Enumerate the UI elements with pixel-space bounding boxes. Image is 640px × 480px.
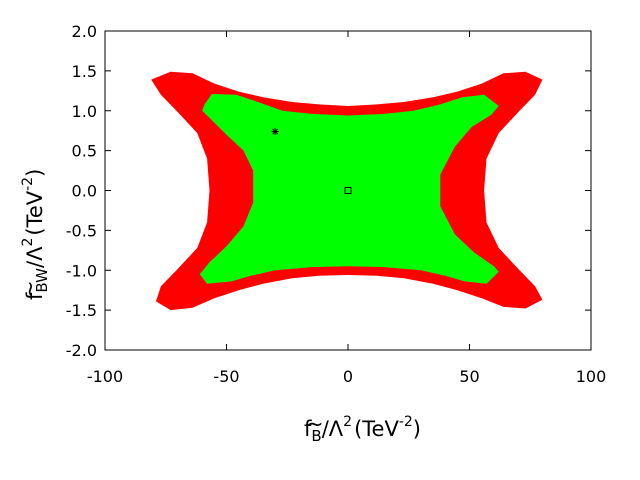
plot-frame: [104, 30, 592, 351]
svg-text:fB/Λ2(TeV-2): fB/Λ2(TeV-2): [304, 414, 421, 445]
y-tick-label: -0.5: [66, 221, 97, 240]
x-label-sub: B: [311, 427, 321, 445]
region-inner: [199, 94, 499, 284]
y-label-tilde: ~: [18, 280, 42, 298]
x-label-pow: 2: [343, 414, 352, 430]
y-tick-label: -1.0: [66, 261, 97, 280]
y-label-unit-close: ): [23, 169, 47, 177]
markers: [271, 127, 352, 194]
x-tick-label: -50: [213, 367, 239, 386]
y-tick-label: 1.0: [72, 102, 97, 121]
x-label-unit-pow: -2: [399, 414, 413, 430]
y-label-pow: 2: [20, 238, 36, 247]
y-label-over: /Λ: [23, 246, 47, 268]
square-marker: [344, 187, 352, 194]
y-label-unit-open: (TeV: [23, 190, 47, 235]
y-tick-label: 2.0: [72, 22, 97, 41]
y-axis-label: ~ fBW/Λ2 (TeV-2): [18, 169, 51, 300]
y-label-sub: BW: [33, 268, 51, 293]
allowed-regions: [151, 71, 543, 311]
y-tick-label: 1.5: [72, 62, 97, 81]
x-tick-label: 0: [343, 367, 353, 386]
x-tick-label: 100: [576, 367, 607, 386]
star-marker: [271, 127, 279, 135]
y-tick-label: -2.0: [66, 341, 97, 360]
x-label-tilde: ~: [306, 412, 324, 436]
x-label-unit-close: ): [413, 417, 421, 441]
y-tick-label: 0.0: [72, 182, 97, 201]
x-label-f: f: [304, 417, 312, 441]
y-tick-label: -1.5: [66, 301, 97, 320]
svg-text:fBW/Λ2(TeV-2): fBW/Λ2 (TeV-2): [20, 169, 51, 300]
y-tick-label: 0.5: [72, 142, 97, 161]
y-label-unit-pow: -2: [20, 177, 36, 191]
x-axis-label: ~ fB/Λ2(TeV-2): [304, 412, 421, 445]
y-label-f: f: [23, 292, 47, 300]
x-tick-label: 50: [459, 367, 479, 386]
x-tick-label: -100: [87, 367, 123, 386]
x-label-unit-open: (TeV: [354, 417, 399, 441]
x-label-over: /Λ: [322, 417, 344, 441]
